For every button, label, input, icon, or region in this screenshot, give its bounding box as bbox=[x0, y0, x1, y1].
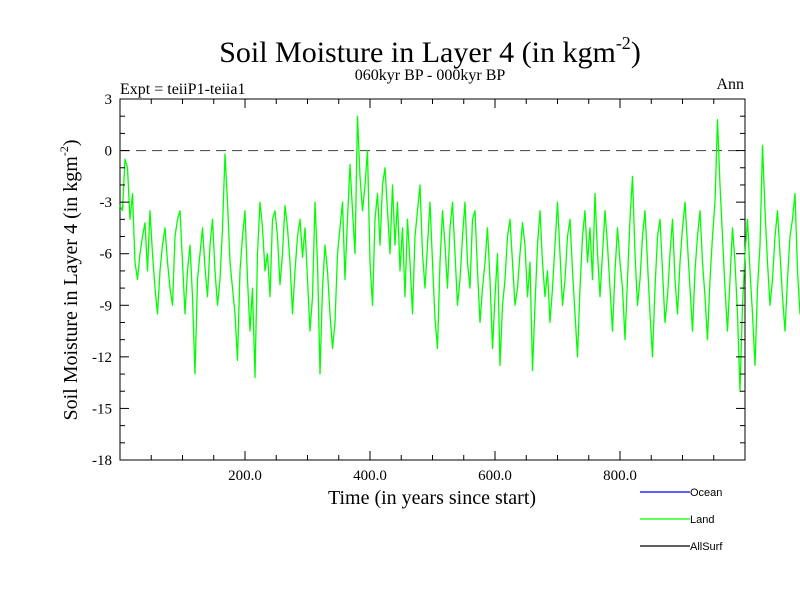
legend-label-land: Land bbox=[690, 514, 714, 526]
series-line-land bbox=[119, 115, 800, 392]
y-axis-label-close: ) bbox=[60, 139, 82, 146]
y-axis-label-main: Soil Moisture in Layer 4 (in kgm bbox=[60, 156, 82, 421]
x-axis-label: Time (in years since start) bbox=[328, 487, 536, 509]
y-tick-label: 0 bbox=[105, 144, 113, 160]
x-tick-label: 200.0 bbox=[228, 468, 262, 484]
chart-title: Soil Moisture in Layer 4 (in kgm-2) bbox=[219, 33, 641, 69]
y-axis-label-sup: -2 bbox=[57, 146, 71, 156]
x-tick-label: 600.0 bbox=[478, 468, 512, 484]
legend-label-ocean: Ocean bbox=[690, 487, 722, 499]
y-tick-label: -9 bbox=[100, 298, 113, 314]
expt-label: Expt = teiiP1-teiia1 bbox=[120, 81, 245, 98]
x-tick-label: 800.0 bbox=[603, 468, 637, 484]
chart-title-sup: -2 bbox=[616, 33, 631, 53]
plot-frame bbox=[119, 98, 746, 461]
y-tick-label: -3 bbox=[100, 195, 113, 211]
y-tick-label: 3 bbox=[105, 92, 113, 108]
legend: Ocean Land AllSurf bbox=[640, 487, 723, 553]
y-tick-label: -12 bbox=[92, 350, 112, 366]
y-tick-label: -6 bbox=[100, 247, 113, 263]
tick-layer: 3 0 -3 -6 -9 -12 -15 -18 200.0 400.0 600.0 800.0 bbox=[92, 92, 745, 484]
chart-subtitle: 060kyr BP - 000kyr BP bbox=[355, 67, 506, 84]
series-layer bbox=[119, 115, 800, 392]
season-label: Ann bbox=[716, 76, 744, 93]
x-tick-label: 400.0 bbox=[353, 468, 387, 484]
chart-title-main: Soil Moisture in Layer 4 (in kgm bbox=[219, 36, 616, 69]
legend-label-allsurf: AllSurf bbox=[690, 541, 723, 553]
y-tick-label: -15 bbox=[92, 401, 112, 417]
y-axis-label: Soil Moisture in Layer 4 (in kgm-2) bbox=[57, 139, 82, 420]
y-tick-label: -18 bbox=[92, 453, 112, 469]
chart-title-close: ) bbox=[631, 36, 641, 69]
